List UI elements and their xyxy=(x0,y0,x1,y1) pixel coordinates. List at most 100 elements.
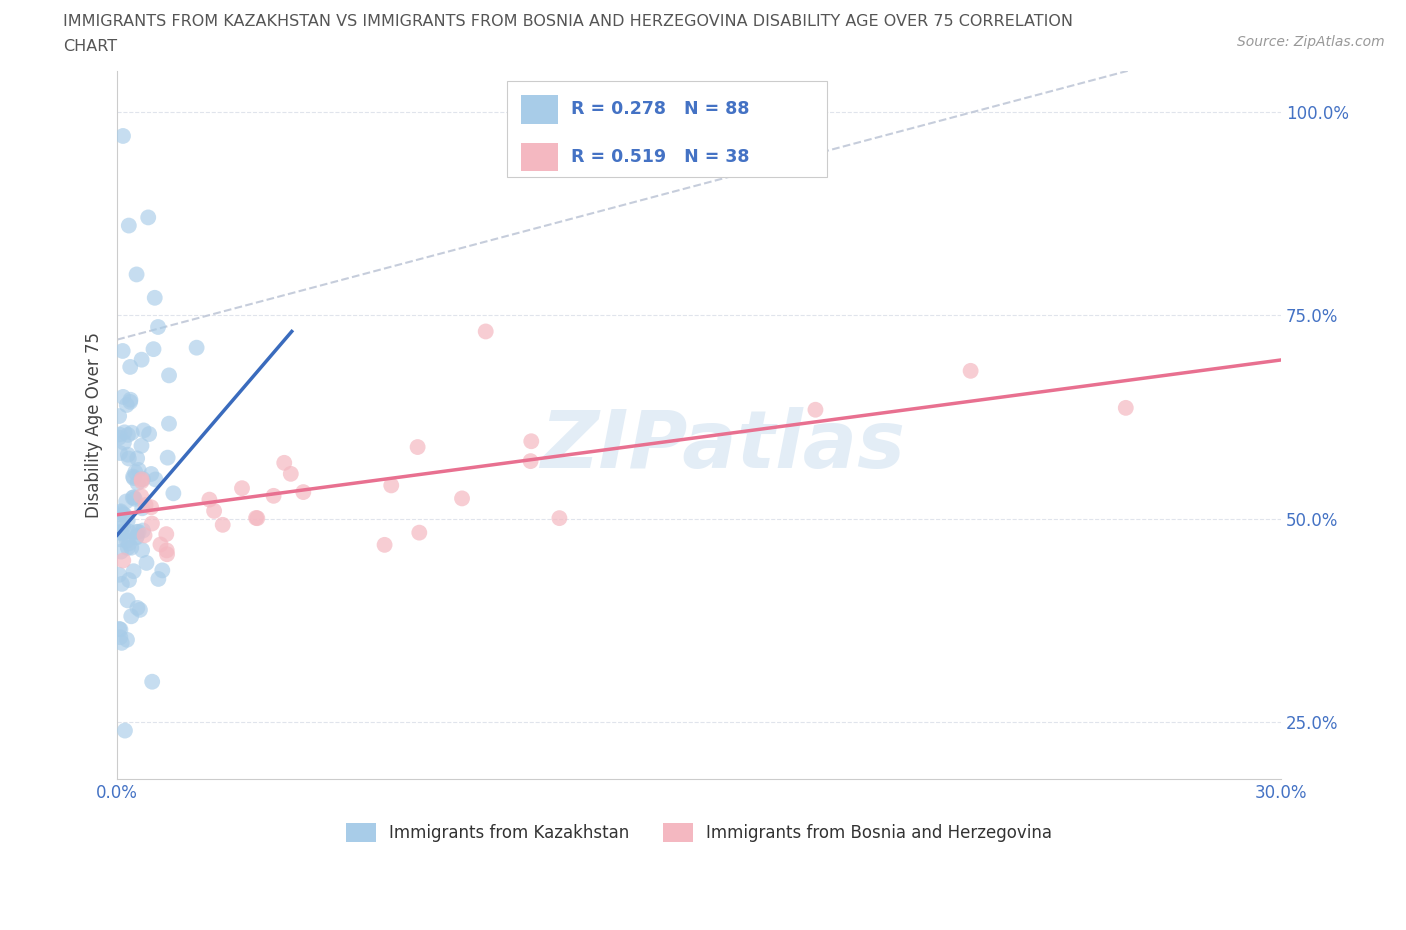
Point xyxy=(451,491,474,506)
Point xyxy=(108,621,131,636)
Point xyxy=(132,472,155,486)
Point xyxy=(110,525,132,539)
Point xyxy=(131,438,153,453)
Point xyxy=(122,564,145,578)
Point xyxy=(127,601,149,616)
Text: R = 0.278   N = 88: R = 0.278 N = 88 xyxy=(571,100,749,118)
Point xyxy=(141,674,163,689)
Point xyxy=(156,547,179,562)
Point xyxy=(111,577,134,591)
Point xyxy=(804,403,827,418)
Y-axis label: Disability Age Over 75: Disability Age Over 75 xyxy=(86,332,103,518)
Point xyxy=(135,555,157,570)
Point xyxy=(129,603,152,618)
Point xyxy=(120,360,142,375)
Point xyxy=(112,507,135,522)
Point xyxy=(124,491,146,506)
Point xyxy=(141,499,163,514)
Point xyxy=(125,529,148,544)
Point xyxy=(148,572,170,587)
Point xyxy=(156,543,179,558)
Point xyxy=(131,352,153,367)
Point xyxy=(111,635,134,650)
Point xyxy=(122,490,145,505)
Point xyxy=(129,489,152,504)
Point xyxy=(245,511,267,525)
Point xyxy=(117,428,139,443)
Point xyxy=(138,427,160,442)
Point xyxy=(108,507,131,522)
Point xyxy=(131,542,153,557)
Point xyxy=(108,408,131,423)
Point xyxy=(959,364,981,379)
Text: Source: ZipAtlas.com: Source: ZipAtlas.com xyxy=(1237,35,1385,49)
Point xyxy=(112,390,135,405)
Point xyxy=(143,290,166,305)
Point xyxy=(117,524,139,538)
FancyBboxPatch shape xyxy=(522,95,558,124)
Point xyxy=(127,451,149,466)
Point xyxy=(211,517,233,532)
Point xyxy=(110,525,132,540)
Text: IMMIGRANTS FROM KAZAKHSTAN VS IMMIGRANTS FROM BOSNIA AND HERZEGOVINA DISABILITY : IMMIGRANTS FROM KAZAKHSTAN VS IMMIGRANTS… xyxy=(63,14,1073,29)
Point xyxy=(110,630,132,644)
Point xyxy=(108,445,131,460)
Point xyxy=(520,433,543,448)
Point xyxy=(186,340,208,355)
Point xyxy=(117,447,139,462)
Point xyxy=(155,526,177,541)
Point xyxy=(122,469,145,484)
Point xyxy=(115,494,138,509)
Point xyxy=(118,536,141,551)
Point xyxy=(120,392,142,407)
Point xyxy=(131,474,153,489)
Point xyxy=(128,525,150,539)
Point xyxy=(127,475,149,490)
Point xyxy=(110,532,132,547)
Point xyxy=(149,537,172,551)
Point xyxy=(117,540,139,555)
Point xyxy=(131,472,153,486)
Point xyxy=(125,267,148,282)
Text: CHART: CHART xyxy=(63,39,117,54)
Point xyxy=(108,522,131,537)
Point xyxy=(117,513,139,528)
Point xyxy=(141,467,163,482)
Point xyxy=(108,525,131,539)
Legend: Immigrants from Kazakhstan, Immigrants from Bosnia and Herzegovina: Immigrants from Kazakhstan, Immigrants f… xyxy=(339,817,1059,849)
Point xyxy=(117,593,139,608)
Point xyxy=(112,553,135,568)
Point xyxy=(118,573,141,588)
Point xyxy=(156,450,179,465)
Point xyxy=(111,128,134,143)
Point xyxy=(115,632,138,647)
Point xyxy=(121,425,143,440)
Point xyxy=(198,492,221,507)
Point xyxy=(157,417,180,432)
Point xyxy=(141,516,163,531)
Point xyxy=(115,534,138,549)
Point xyxy=(273,456,295,471)
Point xyxy=(406,440,429,455)
Point xyxy=(292,485,315,499)
Point xyxy=(122,471,145,485)
Point xyxy=(108,431,131,445)
Point xyxy=(115,397,138,412)
Point xyxy=(110,504,132,519)
Point xyxy=(202,503,225,518)
Point xyxy=(118,451,141,466)
Point xyxy=(132,523,155,538)
Point xyxy=(145,472,167,487)
Text: ZIPatlas: ZIPatlas xyxy=(540,407,905,485)
Point xyxy=(125,530,148,545)
Point xyxy=(121,490,143,505)
Point xyxy=(108,505,131,520)
Point xyxy=(124,465,146,480)
Point xyxy=(114,508,136,523)
Point xyxy=(131,501,153,516)
Point xyxy=(108,567,131,582)
Point xyxy=(280,466,302,481)
Point xyxy=(120,609,142,624)
Point xyxy=(111,343,134,358)
Point xyxy=(1115,401,1137,416)
